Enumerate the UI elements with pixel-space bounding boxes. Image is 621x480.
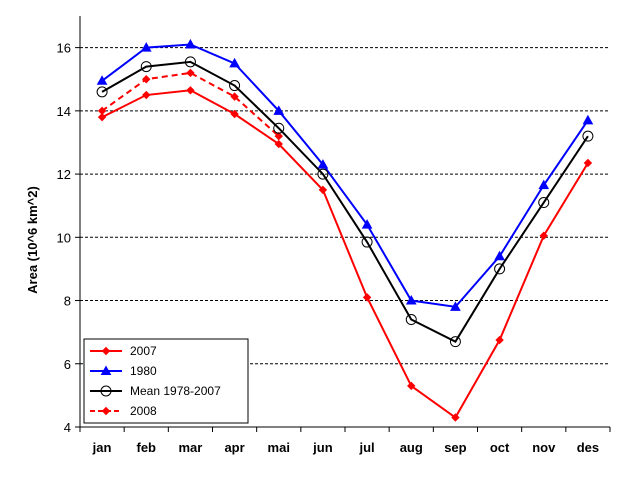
x-tick-label: sep	[444, 440, 466, 455]
series-2007	[97, 86, 593, 422]
data-point	[538, 197, 550, 209]
data-point	[96, 75, 108, 85]
x-tick-label: nov	[532, 440, 556, 455]
data-point	[273, 105, 285, 115]
x-tick-label: jan	[92, 440, 112, 455]
data-point	[449, 336, 461, 348]
legend-label: 2008	[130, 404, 157, 418]
x-tick-label: jun	[312, 440, 333, 455]
data-point	[274, 139, 283, 149]
series-1980	[96, 38, 594, 311]
legend-label: 1980	[130, 364, 157, 378]
axes: 4 6 8 10 12 14 16 jan feb mar apr mai jun jul aug sep oc…	[57, 16, 611, 455]
legend-label: 2007	[130, 344, 157, 358]
x-tick-label: feb	[137, 440, 157, 455]
series-mean-1978-2007	[96, 56, 594, 348]
data-point	[230, 109, 239, 119]
series-lines	[96, 38, 594, 422]
x-tick-label: jul	[358, 440, 374, 455]
data-point	[362, 293, 372, 302]
legend-swatch-marker	[100, 365, 112, 375]
legend-swatch-marker	[100, 385, 112, 397]
data-point	[539, 231, 548, 240]
y-tick-label: 16	[57, 41, 71, 56]
data-point	[405, 295, 417, 305]
data-point	[317, 159, 329, 169]
y-tick-label: 4	[64, 420, 71, 435]
legend-box	[83, 338, 249, 424]
legend-item-2007: 2007	[90, 344, 157, 358]
data-point	[229, 57, 240, 68]
data-point	[140, 61, 152, 73]
data-point	[583, 158, 593, 168]
data-point	[494, 263, 506, 275]
data-point	[494, 250, 505, 261]
data-point	[186, 68, 195, 78]
series-line	[101, 43, 589, 308]
y-tick-label: 10	[57, 230, 71, 245]
data-point	[450, 301, 461, 311]
legend-item-mean-1978-2007: Mean 1978-2007	[90, 384, 221, 398]
data-point	[229, 80, 241, 92]
data-point	[407, 381, 416, 391]
data-point	[230, 92, 239, 101]
legend-swatch-marker	[101, 346, 111, 356]
x-tick-label: des	[577, 440, 599, 455]
x-tick-label: mai	[268, 440, 290, 455]
data-point	[538, 179, 550, 190]
x-tick-label: mar	[178, 440, 202, 455]
series-line	[101, 89, 589, 419]
data-point	[274, 131, 283, 141]
data-point	[318, 185, 328, 195]
data-point	[96, 86, 108, 98]
data-point	[361, 219, 373, 229]
legend-swatch-marker	[101, 406, 111, 416]
data-point	[582, 114, 594, 125]
data-point	[185, 38, 196, 49]
series-2008	[97, 68, 283, 141]
x-tick-label: oct	[490, 440, 510, 455]
legend-label: Mean 1978-2007	[130, 384, 221, 398]
data-point	[405, 314, 417, 326]
data-point	[317, 168, 329, 180]
data-point	[97, 112, 107, 122]
legend: 2007 1980 Mean 1978-2007 2008	[83, 338, 249, 424]
legend-item-1980: 1980	[90, 364, 157, 378]
y-tick-label: 6	[64, 357, 71, 372]
data-point	[273, 122, 285, 134]
y-tick-label: 8	[64, 294, 71, 309]
legend-item-2008: 2008	[90, 404, 157, 418]
y-tick-label: 12	[57, 167, 71, 182]
data-point	[142, 75, 151, 84]
x-tick-label: aug	[400, 440, 423, 455]
y-axis-title: Area (10^6 km^2)	[25, 186, 40, 294]
data-point	[140, 42, 152, 52]
x-tick-label: apr	[224, 440, 244, 455]
data-point	[184, 56, 196, 68]
data-point	[361, 236, 373, 248]
data-point	[582, 130, 594, 142]
series-line	[101, 60, 589, 343]
data-point	[186, 86, 195, 95]
data-point	[142, 90, 151, 100]
y-tick-label: 14	[57, 104, 71, 119]
data-point	[451, 413, 460, 422]
data-point	[495, 335, 504, 345]
